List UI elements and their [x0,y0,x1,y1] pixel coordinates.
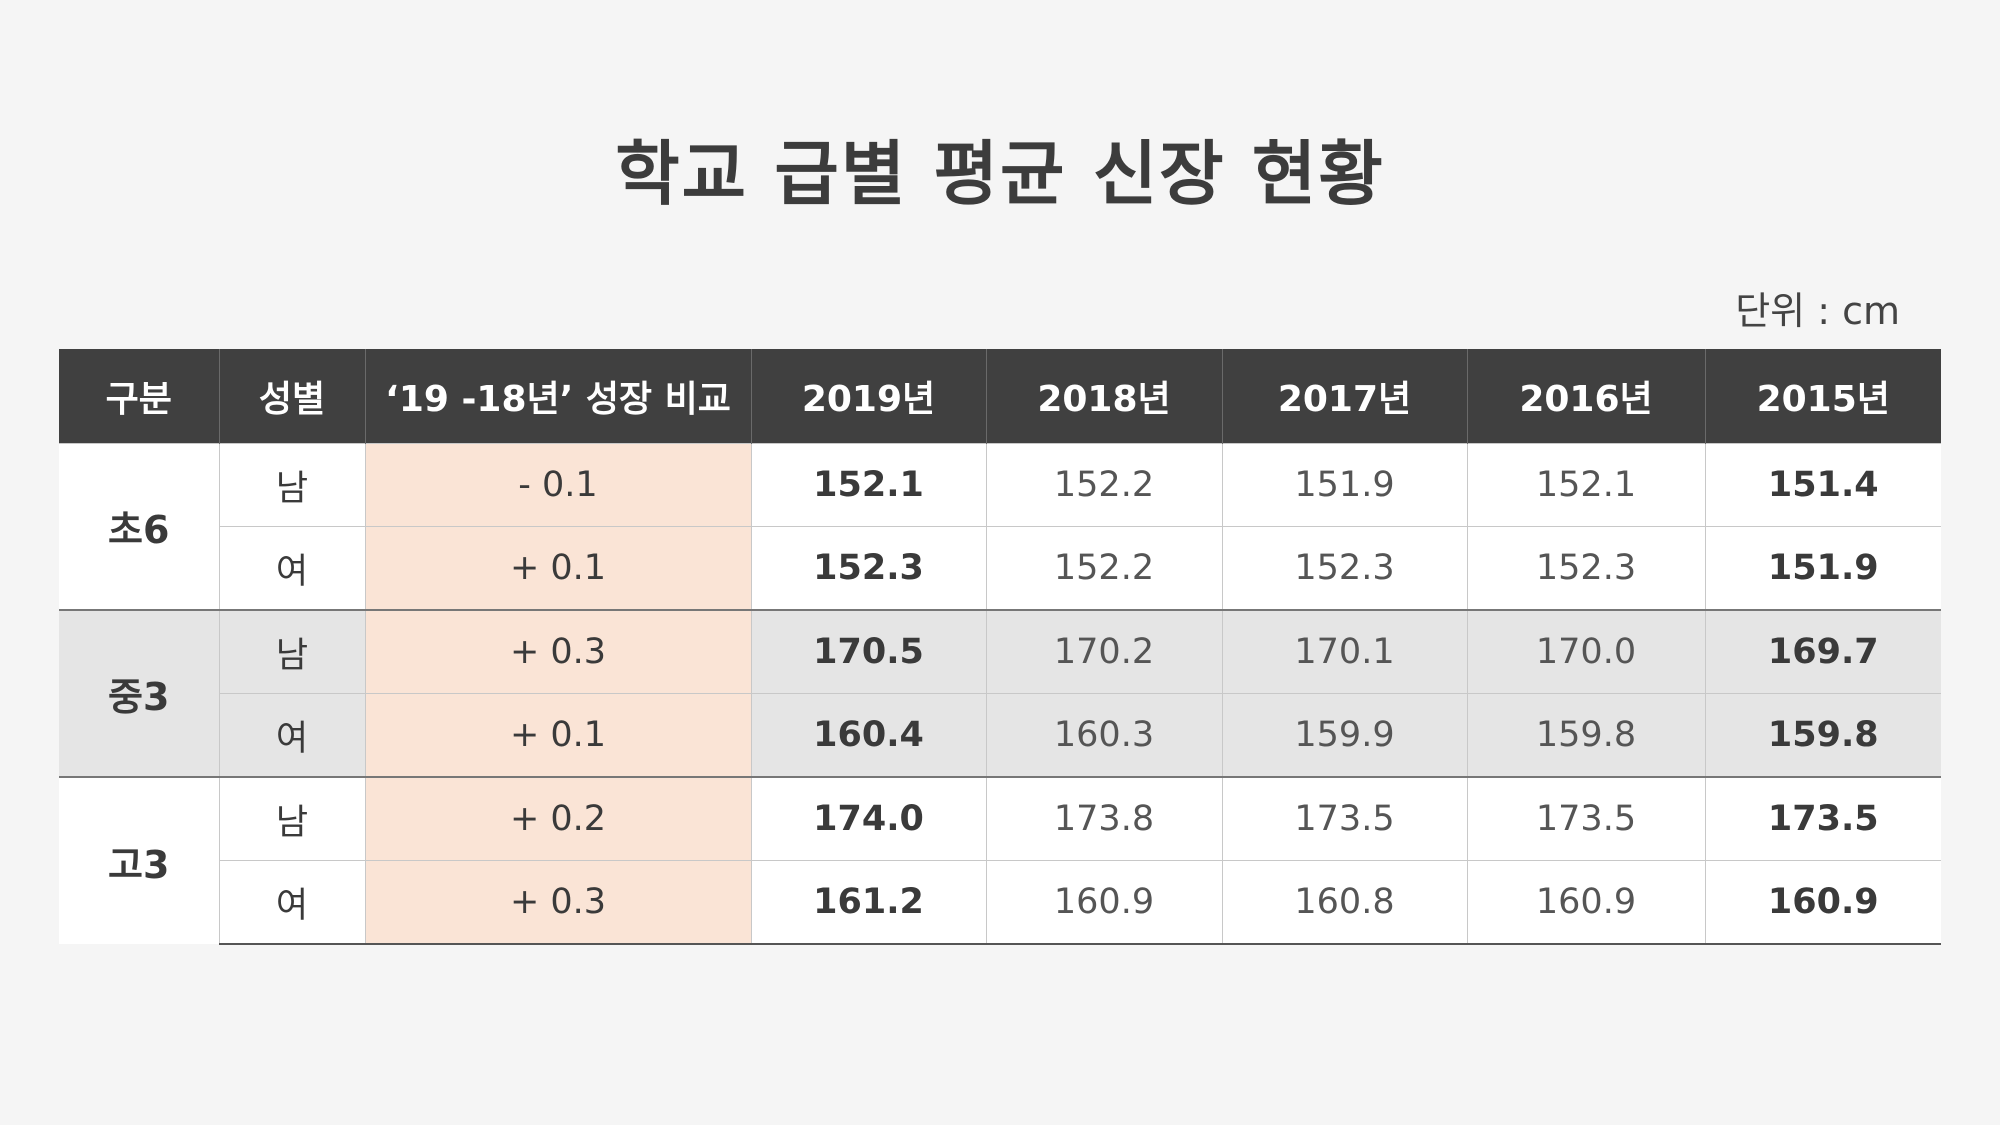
height-table: 구분 성별 ‘19 -18년’ 성장 비교 2019년 2018년 2017년 … [59,349,1941,945]
value-2015: 173.5 [1704,776,1941,861]
value-2019: 160.4 [750,693,986,777]
value-2016: 159.8 [1466,693,1705,777]
value-2016: 152.3 [1466,526,1705,610]
value-2019: 170.5 [750,609,986,694]
table-header-row: 구분 성별 ‘19 -18년’ 성장 비교 2019년 2018년 2017년 … [59,349,1941,444]
table-row: 중3 남 + 0.3 170.5 170.2 170.1 170.0 169.7 [59,609,1941,777]
gender-cell: 남 [218,776,365,861]
gender-cell: 남 [218,443,365,527]
value-2016: 152.1 [1466,443,1705,527]
gender-cell: 여 [218,860,365,945]
value-2018: 160.3 [985,693,1222,777]
growth-diff-cell: + 0.3 [364,860,751,945]
header-growth-compare: ‘19 -18년’ 성장 비교 [364,349,751,444]
header-year-2016: 2016년 [1466,349,1705,444]
value-2015: 151.4 [1704,443,1941,527]
value-2018: 170.2 [985,609,1222,694]
page-title: 학교 급별 평균 신장 현황 [615,133,1385,215]
value-2019: 152.1 [750,443,986,527]
value-2016: 173.5 [1466,776,1705,861]
table-row: 여 + 0.1 160.4 160.3 159.9 159.8 159.8 [59,693,1941,777]
value-2015: 151.9 [1704,526,1941,610]
header-year-2017: 2017년 [1221,349,1467,444]
group-label: 중3 [59,609,219,777]
value-2017: 160.8 [1221,860,1467,945]
value-2015: 169.7 [1704,609,1941,694]
group-label: 고3 [59,776,219,944]
value-2015: 160.9 [1704,860,1941,945]
table-row: 고3 남 + 0.2 174.0 173.8 173.5 173.5 173.5 [59,776,1941,944]
header-year-2018: 2018년 [985,349,1222,444]
value-2018: 152.2 [985,443,1222,527]
value-2019: 152.3 [750,526,986,610]
value-2016: 170.0 [1466,609,1705,694]
value-2017: 152.3 [1221,526,1467,610]
value-2015: 159.8 [1704,693,1941,777]
growth-diff-cell: + 0.1 [364,693,751,777]
growth-diff-cell: + 0.3 [364,609,751,694]
unit-label: 단위 : cm [1735,289,1900,333]
header-category: 구분 [59,349,219,444]
header-year-2019: 2019년 [750,349,986,444]
table-row: 초6 남 - 0.1 152.1 152.2 151.9 152.1 151.4 [59,443,1941,610]
gender-cell: 여 [218,693,365,777]
table-row: 여 + 0.1 152.3 152.2 152.3 152.3 151.9 [59,526,1941,610]
gender-cell: 여 [218,526,365,610]
value-2017: 159.9 [1221,693,1467,777]
value-2018: 152.2 [985,526,1222,610]
value-2017: 170.1 [1221,609,1467,694]
value-2018: 160.9 [985,860,1222,945]
growth-diff-cell: + 0.1 [364,526,751,610]
gender-cell: 남 [218,609,365,694]
header-gender: 성별 [218,349,365,444]
value-2018: 173.8 [985,776,1222,861]
group-label: 초6 [59,443,219,610]
growth-diff-cell: + 0.2 [364,776,751,861]
header-year-2015: 2015년 [1704,349,1941,444]
growth-diff-cell: - 0.1 [364,443,751,527]
value-2019: 161.2 [750,860,986,945]
table-row: 여 + 0.3 161.2 160.9 160.8 160.9 160.9 [59,860,1941,945]
value-2017: 151.9 [1221,443,1467,527]
value-2019: 174.0 [750,776,986,861]
value-2016: 160.9 [1466,860,1705,945]
value-2017: 173.5 [1221,776,1467,861]
